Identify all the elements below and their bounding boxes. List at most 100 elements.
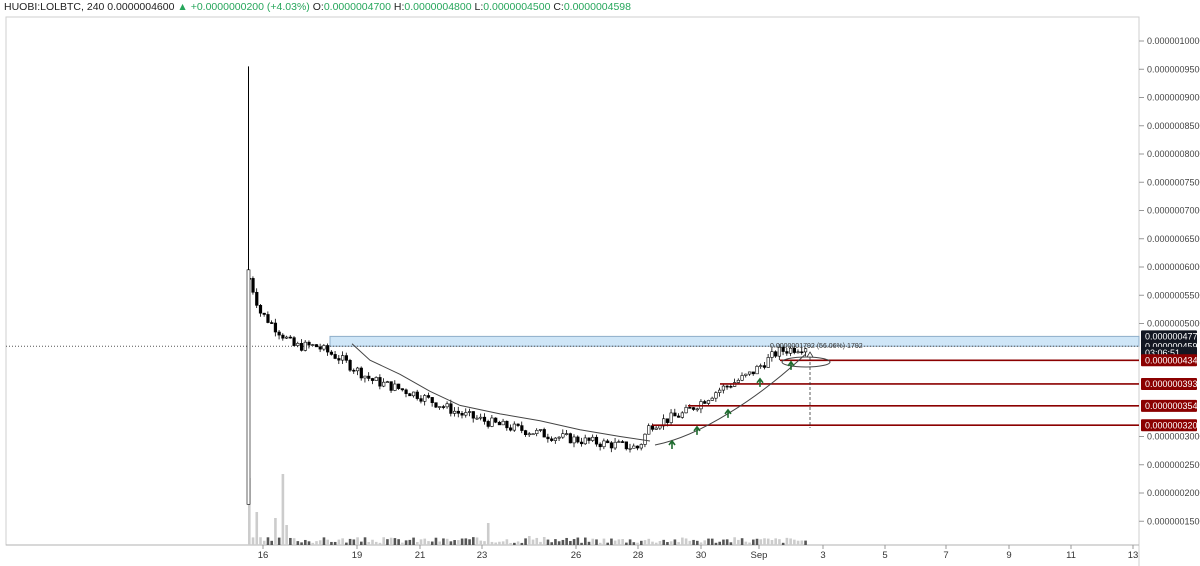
volume-bar bbox=[565, 537, 568, 545]
volume-bar bbox=[494, 542, 497, 545]
candle-body bbox=[385, 381, 390, 383]
volume-bar bbox=[666, 542, 669, 545]
volume-bar bbox=[513, 542, 516, 545]
candle-body bbox=[639, 444, 643, 449]
volume-bar bbox=[725, 539, 729, 545]
candle-body bbox=[471, 411, 475, 419]
candle-body bbox=[688, 407, 692, 409]
symbol-label[interactable]: HUOBI:LOLBTC, 240 bbox=[4, 1, 105, 13]
candle-body bbox=[482, 416, 487, 422]
volume-bar bbox=[550, 542, 553, 545]
volume-bar bbox=[371, 539, 374, 545]
candle-body bbox=[464, 412, 468, 416]
volume-bar bbox=[710, 538, 714, 545]
candle-body bbox=[736, 379, 740, 383]
volume-bar bbox=[613, 540, 617, 545]
volume-bar bbox=[449, 541, 453, 545]
price-tick-label: 0.0000010000 bbox=[1147, 36, 1200, 46]
time-tick-label: 19 bbox=[352, 550, 363, 561]
volume-bar bbox=[740, 538, 744, 545]
price-label-text: 0.0000003200 bbox=[1145, 420, 1200, 430]
volume-bar bbox=[348, 538, 352, 545]
volume-bar bbox=[692, 539, 695, 545]
candle-body bbox=[598, 443, 602, 448]
high-label: H: bbox=[393, 1, 405, 13]
volume-bar bbox=[322, 537, 326, 545]
candle-body bbox=[426, 395, 431, 398]
volume-bar bbox=[367, 542, 371, 545]
volume-bar bbox=[789, 538, 792, 545]
candle-body bbox=[789, 347, 793, 354]
time-tick-label: 11 bbox=[1066, 550, 1076, 561]
candle-body bbox=[617, 441, 621, 443]
volume-bar bbox=[501, 541, 505, 545]
candle-body bbox=[363, 375, 367, 379]
candle-body bbox=[408, 393, 412, 397]
volume-bar bbox=[528, 536, 531, 545]
time-tick-label: 7 bbox=[943, 550, 948, 561]
chart-header: HUOBI:LOLBTC, 240 0.0000004600 ▲ +0.0000… bbox=[4, 1, 631, 15]
last-price: 0.0000004600 bbox=[107, 1, 175, 13]
candle-body bbox=[792, 347, 796, 353]
volume-bar bbox=[688, 540, 692, 545]
candle-body bbox=[785, 351, 789, 354]
candle-body bbox=[718, 389, 722, 393]
candle-body bbox=[497, 421, 502, 426]
candle-body bbox=[800, 351, 804, 354]
volume-bar bbox=[587, 541, 591, 545]
time-axis[interactable]: 16 19 21 23 26 28 30 Sep 3 5 7 9 11 13 bbox=[258, 545, 1139, 561]
volume-bar bbox=[382, 537, 385, 545]
candle-body bbox=[535, 429, 539, 435]
candle-body bbox=[755, 365, 759, 375]
candle-body bbox=[635, 445, 640, 449]
volume-bar bbox=[781, 542, 785, 545]
volume-bar bbox=[576, 537, 580, 545]
candle-body bbox=[553, 437, 558, 441]
volume-bar bbox=[374, 541, 378, 545]
candle-body bbox=[430, 397, 434, 403]
volume-bar bbox=[542, 537, 546, 545]
price-tick-label: 0.0000008000 bbox=[1147, 149, 1200, 159]
candle-body bbox=[740, 375, 744, 381]
candle-body bbox=[766, 357, 770, 368]
candle-body bbox=[628, 447, 632, 450]
volume-bar bbox=[733, 537, 736, 545]
price-change: +0.0000000200 (+4.03%) bbox=[190, 1, 310, 13]
volume-bar bbox=[707, 538, 710, 545]
time-tick-label: 16 bbox=[258, 550, 269, 561]
volume-bar bbox=[475, 537, 479, 545]
candle-body bbox=[490, 417, 494, 427]
candle-body bbox=[538, 429, 543, 431]
volume-bar bbox=[595, 539, 598, 545]
candle-body bbox=[725, 385, 729, 388]
volume-bar bbox=[315, 541, 318, 545]
volume-bar bbox=[800, 540, 804, 545]
candle-body bbox=[632, 445, 636, 449]
low-label: L: bbox=[474, 1, 484, 13]
candle-body bbox=[505, 420, 509, 429]
candle-body bbox=[747, 371, 752, 375]
volume-bar bbox=[412, 537, 415, 545]
candle-body bbox=[751, 371, 755, 375]
candle-body bbox=[762, 365, 767, 368]
volume-bar bbox=[438, 541, 441, 545]
volume-bar bbox=[643, 540, 647, 545]
candle-body bbox=[565, 433, 569, 435]
volume-bar bbox=[416, 542, 419, 545]
volume-bar bbox=[345, 542, 348, 545]
candle-body bbox=[516, 423, 520, 426]
candle-body bbox=[677, 415, 681, 418]
volume-bar bbox=[419, 539, 423, 545]
price-label-text: 0.0000004772 bbox=[1145, 332, 1200, 342]
volume-bar bbox=[770, 540, 774, 545]
volume-bar bbox=[669, 541, 673, 545]
price-label-text: 0.0000003930 bbox=[1145, 379, 1200, 389]
candle-body bbox=[774, 351, 778, 357]
candle-body bbox=[583, 437, 587, 445]
candle-body bbox=[475, 417, 479, 420]
volume-bar bbox=[774, 538, 777, 545]
price-axis[interactable]: 0.0000010000 0.0000009500 0.0000009000 0.00… bbox=[1139, 36, 1200, 526]
resistance-zone[interactable] bbox=[329, 335, 1140, 347]
plot-area[interactable] bbox=[5, 16, 1140, 546]
